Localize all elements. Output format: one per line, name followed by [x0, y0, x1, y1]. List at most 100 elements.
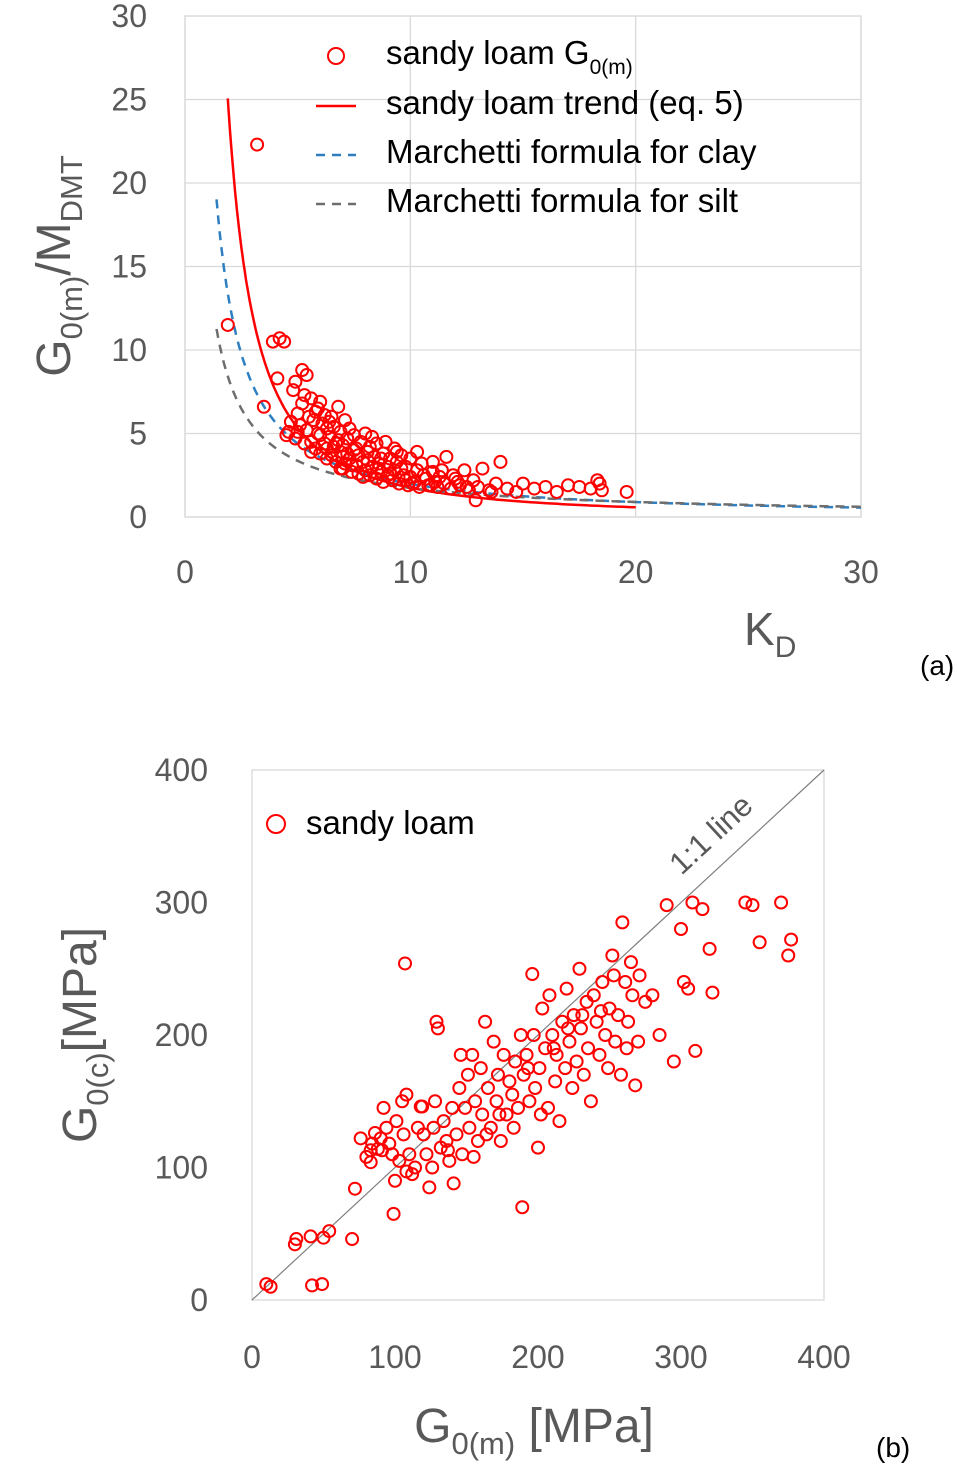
panel-b-y-tick-label: 200	[155, 1017, 208, 1053]
data-point	[535, 1001, 550, 1016]
data-point	[398, 473, 413, 488]
data-point	[528, 1081, 543, 1095]
data-point	[621, 1014, 636, 1029]
data-point	[374, 451, 389, 466]
panel-b-y-tick-label: 100	[155, 1150, 208, 1186]
data-point	[705, 985, 720, 1000]
data-point	[618, 975, 633, 989]
data-point	[449, 1127, 464, 1142]
data-point	[572, 961, 587, 976]
panel-b-y-tick-label: 0	[190, 1282, 208, 1318]
data-point	[608, 1034, 623, 1049]
data-point	[506, 1120, 521, 1135]
data-point	[752, 935, 767, 950]
data-point	[594, 483, 609, 498]
data-point	[305, 1278, 320, 1293]
data-point	[558, 1061, 573, 1076]
data-point	[538, 479, 553, 494]
data-point	[738, 895, 753, 910]
data-point	[353, 1131, 368, 1146]
data-point	[525, 967, 540, 982]
data-point	[445, 1100, 460, 1115]
data-point	[592, 1047, 607, 1062]
data-point	[561, 478, 576, 493]
data-point	[398, 956, 413, 971]
data-point	[313, 428, 328, 443]
data-point	[623, 955, 638, 970]
data-point	[439, 449, 454, 464]
data-point	[270, 371, 285, 386]
data-point	[478, 1014, 493, 1029]
data-point	[520, 1061, 535, 1076]
data-point	[304, 391, 319, 406]
panel-a-y-tick-label: 5	[129, 416, 147, 452]
panel-a-y-tick-label: 20	[111, 165, 147, 201]
data-point	[442, 1153, 457, 1168]
data-point	[429, 1014, 444, 1029]
data-point	[306, 413, 321, 428]
data-point	[595, 975, 610, 989]
panel-a-y-axis-title: G0(m)/MDMT	[28, 155, 89, 377]
panel-a-plot-frame	[184, 15, 862, 518]
data-point	[465, 1047, 480, 1062]
panel-b-y-tick-label: 300	[155, 885, 208, 921]
data-point	[426, 1120, 441, 1135]
data-point	[510, 1100, 525, 1115]
panel-b-y-tick-labels: 0 100 200 300 400	[155, 752, 208, 1318]
data-point	[430, 1021, 445, 1036]
data-point	[376, 1100, 391, 1115]
legend-label-trend: sandy loam trend (eq. 5)	[386, 84, 744, 121]
panel-a: 0 5 10 15 20 25 30 0 10 20 30 G0(m)/MDMT KD sandy…	[28, 0, 954, 681]
panel-b-x-tick-label: 100	[368, 1339, 421, 1375]
data-point	[702, 941, 717, 956]
data-point	[638, 994, 653, 1009]
data-point	[436, 1114, 451, 1129]
data-point	[297, 436, 312, 451]
data-point	[388, 1173, 402, 1188]
data-point	[538, 1041, 553, 1056]
data-point	[499, 1107, 514, 1122]
data-point	[565, 1081, 580, 1095]
data-point	[573, 1021, 588, 1036]
data-point	[774, 895, 789, 910]
legend-label-silt: Marchetti formula for silt	[386, 182, 738, 219]
legend-label-sandy-loam-b: sandy loam	[306, 804, 475, 841]
data-point	[428, 474, 443, 489]
data-point	[328, 436, 343, 451]
data-point	[515, 1200, 530, 1215]
panel-a-x-tick-labels: 0 10 20 30	[176, 554, 879, 590]
data-point	[546, 1041, 561, 1056]
panel-a-label: (a)	[920, 650, 954, 681]
data-point	[526, 1028, 541, 1042]
panel-a-y-tick-label: 10	[111, 332, 147, 368]
data-point	[396, 1127, 411, 1142]
data-point	[455, 1147, 470, 1162]
data-point	[452, 1081, 467, 1095]
data-point	[416, 1127, 431, 1142]
data-point	[335, 449, 350, 464]
data-point	[548, 1074, 563, 1089]
data-point	[389, 1114, 404, 1129]
legend-marker-sandy-loam-b	[266, 814, 286, 834]
data-point	[425, 1160, 440, 1175]
data-point	[533, 1107, 548, 1122]
panel-a-y-tick-labels: 0 5 10 15 20 25 30	[111, 0, 147, 535]
data-point	[598, 1028, 613, 1042]
legend-label-sandy-loam-g0m: sandy loam G0(m)	[386, 34, 633, 79]
data-point	[347, 1181, 362, 1196]
data-point	[315, 1277, 330, 1292]
data-point	[468, 493, 483, 508]
panel-b-x-tick-label: 300	[654, 1339, 707, 1375]
data-point	[360, 453, 375, 468]
data-point	[508, 1054, 523, 1069]
data-point	[468, 1094, 483, 1109]
data-point	[542, 988, 557, 1003]
data-point	[399, 1087, 414, 1102]
panel-b-x-tick-label: 0	[243, 1339, 261, 1375]
data-point	[611, 1008, 626, 1023]
data-point	[405, 476, 420, 491]
data-point	[493, 1134, 508, 1148]
data-point	[559, 981, 574, 996]
data-point	[473, 1061, 488, 1076]
